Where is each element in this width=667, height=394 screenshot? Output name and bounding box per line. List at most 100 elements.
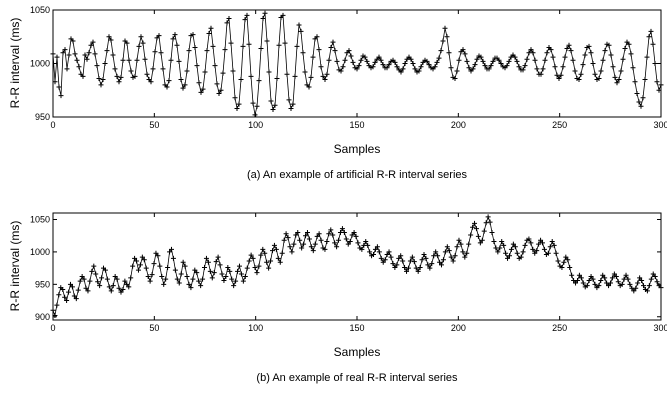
data-point xyxy=(528,240,534,246)
data-point xyxy=(426,62,432,68)
data-point xyxy=(590,276,596,282)
x-tick-label: 50 xyxy=(149,120,159,130)
data-point xyxy=(367,249,373,255)
data-point xyxy=(394,262,400,268)
data-point xyxy=(417,264,423,270)
data-point xyxy=(258,252,264,258)
data-point xyxy=(163,276,169,282)
data-point xyxy=(338,68,344,74)
data-point xyxy=(296,22,302,28)
data-point xyxy=(332,240,338,246)
data-point xyxy=(326,231,332,237)
data-point xyxy=(314,34,320,40)
data-point xyxy=(652,61,658,66)
data-point xyxy=(466,241,472,247)
data-point xyxy=(194,270,200,276)
data-point xyxy=(168,57,174,63)
data-point xyxy=(612,74,618,80)
data-point xyxy=(110,283,116,289)
data-point xyxy=(380,62,386,68)
axis-ticks: 0 50 100 150 200 250 300 900 950 1000 1050 xyxy=(30,213,667,333)
data-point xyxy=(328,44,334,50)
data-point xyxy=(398,253,404,259)
x-tick-label: 100 xyxy=(248,120,263,130)
data-point xyxy=(334,58,340,64)
data-point xyxy=(104,48,110,54)
data-point xyxy=(176,58,182,64)
data-point xyxy=(194,63,200,69)
data-point xyxy=(232,95,238,101)
data-point xyxy=(514,250,520,256)
data-point xyxy=(342,57,348,63)
data-point xyxy=(284,71,290,77)
data-point xyxy=(578,71,584,77)
data-point xyxy=(456,57,462,63)
data-point xyxy=(530,50,536,56)
data-point xyxy=(207,268,213,274)
data-point xyxy=(94,63,100,69)
data-point xyxy=(568,48,574,54)
data-point xyxy=(82,52,88,58)
data-point xyxy=(141,257,147,263)
data-point xyxy=(487,219,493,225)
data-point xyxy=(508,246,514,252)
data-point xyxy=(161,281,167,287)
data-point xyxy=(270,107,276,113)
data-point xyxy=(526,236,532,242)
data-point xyxy=(542,57,548,63)
data-point xyxy=(281,237,287,243)
data-point xyxy=(158,50,164,56)
data-point xyxy=(596,75,602,81)
data-point xyxy=(623,272,629,278)
data-point xyxy=(630,65,636,71)
data-point xyxy=(437,259,443,265)
axis-ticks: 0 50 100 150 200 250 300 950 1000 1050 xyxy=(30,5,667,130)
data-point xyxy=(363,239,369,245)
data-point xyxy=(407,258,413,264)
data-point xyxy=(83,285,89,291)
data-point xyxy=(211,270,217,276)
x-tick-label: 0 xyxy=(50,120,55,130)
data-point xyxy=(108,37,114,43)
data-point xyxy=(421,252,427,258)
data-point xyxy=(184,274,190,280)
data-point xyxy=(287,244,293,250)
data-point xyxy=(89,268,95,274)
data-point xyxy=(118,74,124,80)
data-point xyxy=(120,287,126,293)
data-point xyxy=(600,57,606,63)
data-point xyxy=(248,73,254,79)
data-point xyxy=(614,80,620,86)
data-point xyxy=(167,249,173,255)
data-point xyxy=(228,40,234,46)
data-point xyxy=(435,253,441,259)
data-point xyxy=(440,38,446,44)
data-point xyxy=(404,268,410,274)
data-point xyxy=(412,66,418,72)
data-point xyxy=(480,58,486,64)
data-point xyxy=(116,79,122,85)
data-point xyxy=(276,42,282,48)
data-point xyxy=(384,65,390,71)
data-point xyxy=(234,105,240,111)
data-point xyxy=(112,274,118,280)
data-point xyxy=(106,34,112,40)
data-point xyxy=(446,50,452,56)
data-point xyxy=(64,298,70,304)
data-point xyxy=(198,89,204,95)
data-point xyxy=(658,285,664,291)
data-point xyxy=(150,66,156,72)
data-point xyxy=(400,66,406,72)
chart-caption: (a) An example of artificial R-R interva… xyxy=(247,169,468,181)
data-point xyxy=(418,64,424,70)
data-point xyxy=(97,283,103,289)
data-point xyxy=(392,59,398,65)
data-point xyxy=(148,79,154,85)
data-point xyxy=(541,246,547,252)
data-point xyxy=(576,77,582,83)
data-point xyxy=(84,56,90,62)
data-point xyxy=(506,253,512,259)
data-point xyxy=(160,66,166,72)
data-point xyxy=(136,43,142,49)
data-point xyxy=(634,90,640,96)
